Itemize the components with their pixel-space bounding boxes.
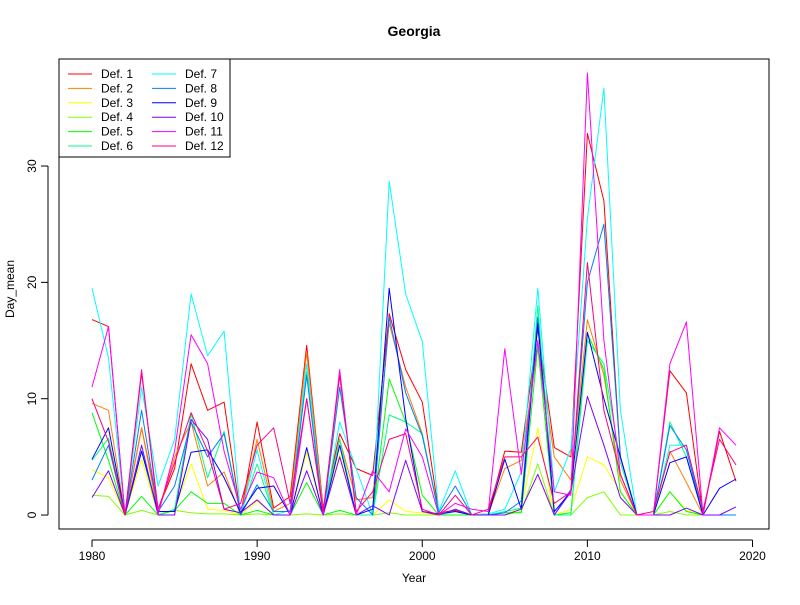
series-layer (91, 72, 737, 516)
y-axis-label: Day_mean (3, 260, 17, 318)
x-tick-label: 2020 (739, 549, 766, 563)
legend-label: Def. 8 (185, 81, 217, 95)
legend-label: Def. 11 (185, 125, 223, 139)
series-line-7 (91, 87, 736, 516)
series-line-2 (91, 319, 736, 516)
legend-label: Def. 7 (185, 67, 217, 81)
legend-label: Def. 5 (101, 125, 133, 139)
legend-label: Def. 6 (101, 139, 133, 153)
y-tick-label: 0 (25, 511, 39, 518)
legend-label: Def. 3 (101, 96, 133, 110)
y-tick-label: 30 (25, 159, 39, 173)
series-line-6 (91, 305, 736, 516)
legend-label: Def. 9 (185, 96, 217, 110)
series-line-4 (91, 463, 736, 516)
axes-layer: 1980 1990 2000 2010 2020 0 10 20 30 (25, 159, 766, 563)
legend-label: Def. 12 (185, 139, 224, 153)
x-tick-label: 1980 (79, 549, 106, 563)
legend-label: Def. 1 (101, 67, 133, 81)
x-tick-label: 2010 (574, 549, 601, 563)
legend-label: Def. 4 (101, 110, 133, 124)
x-tick-label: 2000 (409, 549, 436, 563)
y-tick-label: 10 (25, 392, 39, 406)
series-line-9 (91, 287, 737, 516)
x-axis-label: Year (402, 571, 426, 585)
legend-label: Def. 2 (101, 81, 133, 95)
x-tick-label: 1990 (244, 549, 271, 563)
series-line-10 (91, 395, 737, 516)
series-line-5 (91, 333, 736, 516)
legend-box (58, 58, 231, 158)
legend-label: Def. 10 (185, 110, 224, 124)
chart-title: Georgia (388, 23, 441, 39)
y-tick-label: 20 (25, 275, 39, 289)
series-line-12 (91, 262, 737, 516)
plot-frame (58, 58, 770, 530)
